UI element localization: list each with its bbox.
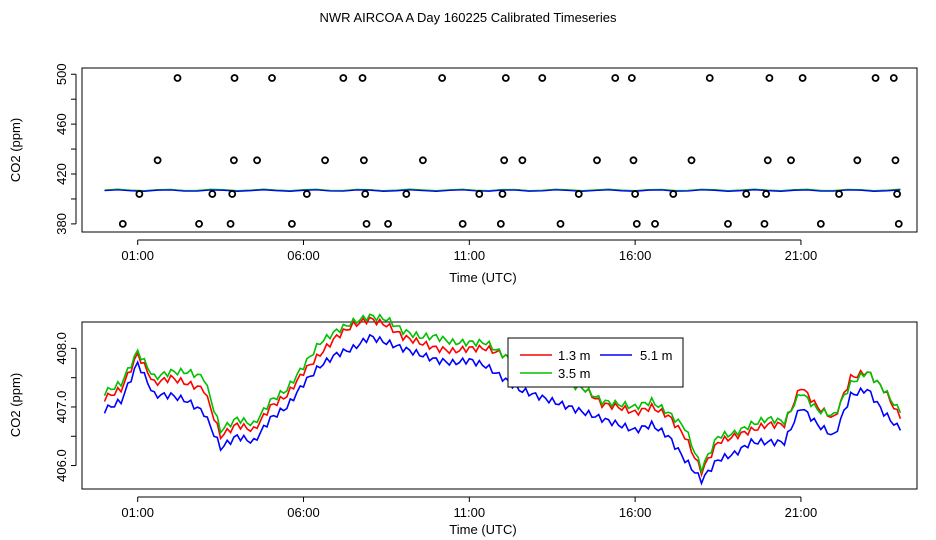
scatter-points	[118, 74, 903, 228]
scatter-point	[358, 74, 367, 82]
scatter-y-tick-label: 420	[54, 163, 69, 185]
scatter-point	[226, 219, 235, 228]
line-plot-frame	[81, 321, 918, 490]
scatter-x-tick-label: 01:00	[121, 248, 154, 263]
scatter-point	[208, 190, 217, 198]
legend-label-3-5m: 3.5 m	[558, 366, 591, 381]
scatter-point	[228, 190, 237, 198]
scatter-point	[724, 219, 732, 228]
scatter-point	[384, 219, 392, 228]
line-y-tick-label: 406.0	[54, 449, 69, 482]
legend: 1.3 m 5.1 m 3.5 m	[507, 337, 684, 388]
line-series	[103, 313, 902, 486]
scatter-y-axis-label: CO2 (ppm)	[8, 118, 23, 182]
scatter-point	[361, 190, 370, 198]
scatter-point	[765, 74, 774, 82]
series-line-1-3-m	[103, 316, 902, 478]
scatter-point	[853, 156, 862, 165]
scatter-y-tick-label: 460	[54, 113, 69, 135]
scatter-point	[321, 156, 329, 165]
scatter-point	[871, 74, 880, 82]
scatter-x-tick-label: 06:00	[287, 248, 320, 263]
scatter-x-tick-label: 16:00	[619, 248, 652, 263]
line-x-tick-label: 01:00	[121, 505, 154, 520]
scatter-point	[135, 190, 144, 198]
scatter-point	[438, 74, 447, 82]
scatter-point	[627, 74, 636, 82]
scatter-point	[631, 190, 640, 198]
line-panel: 01:00 06:00 11:00 16:00 21:00 406.0 407.0 408.0…	[8, 313, 918, 537]
chart-title: NWR AIRCOA A Day 160225 Calibrated Times…	[320, 10, 617, 25]
scatter-point	[574, 190, 583, 198]
scatter-point	[288, 219, 296, 228]
scatter-point	[339, 74, 348, 82]
scatter-point	[760, 219, 769, 228]
scatter-y-tick-label: 380	[54, 213, 69, 235]
line-y-tick-label: 407.0	[54, 391, 69, 424]
scatter-point	[475, 190, 484, 198]
line-x-tick-label: 06:00	[287, 505, 320, 520]
line-x-axis-label: Time (UTC)	[449, 522, 516, 537]
scatter-point	[118, 219, 127, 228]
scatter-point	[501, 74, 510, 82]
scatter-point	[632, 219, 641, 228]
scatter-point	[705, 74, 714, 82]
scatter-point	[418, 156, 427, 165]
scatter-y-tick-label: 500	[54, 63, 69, 85]
scatter-point	[762, 190, 771, 198]
scatter-point	[556, 219, 565, 228]
scatter-point	[500, 156, 509, 165]
scatter-point	[458, 219, 467, 228]
scatter-point	[611, 74, 620, 82]
scatter-point	[195, 219, 203, 228]
line-axes: 01:00 06:00 11:00 16:00 21:00 406.0 407.0 408.0	[54, 332, 817, 520]
line-x-tick-label: 11:00	[454, 505, 486, 520]
scatter-point	[538, 74, 547, 82]
scatter-x-axis-label: Time (UTC)	[449, 270, 516, 285]
scatter-point	[894, 219, 903, 228]
scatter-point	[763, 156, 772, 165]
line-x-tick-label: 16:00	[619, 505, 652, 520]
scatter-point	[835, 190, 843, 198]
scatter-point	[669, 190, 678, 198]
scatter-point	[889, 74, 898, 82]
scatter-point	[230, 74, 239, 82]
scatter-point	[518, 156, 527, 165]
scatter-point	[629, 156, 638, 165]
scatter-plot-frame	[81, 67, 918, 233]
line-y-tick-label: 408.0	[54, 332, 69, 365]
scatter-point	[593, 156, 601, 165]
scatter-point	[302, 190, 311, 198]
scatter-point	[798, 74, 807, 82]
scatter-point	[402, 190, 411, 198]
scatter-panel: 01:00 06:00 11:00 16:00 21:00 380 420 460 500 Ti…	[8, 63, 918, 285]
legend-box	[507, 337, 684, 388]
scatter-point	[229, 156, 238, 165]
scatter-axes: 01:00 06:00 11:00 16:00 21:00 380 420 460 500	[54, 63, 817, 263]
scatter-point	[787, 156, 795, 165]
scatter-point	[253, 156, 261, 165]
series-line-3-5-m	[103, 313, 902, 475]
series-line-5-1-m	[103, 333, 902, 486]
line-x-tick-label: 21:00	[785, 505, 818, 520]
scatter-point	[362, 219, 371, 228]
legend-label-5-1m: 5.1 m	[640, 348, 673, 363]
scatter-point	[891, 156, 900, 165]
legend-label-1-3m: 1.3 m	[558, 348, 591, 363]
scatter-point	[651, 219, 659, 228]
line-y-axis-label: CO2 (ppm)	[8, 373, 23, 437]
scatter-point	[816, 219, 825, 228]
scatter-point	[173, 74, 182, 82]
scatter-point	[359, 156, 368, 165]
scatter-x-tick-label: 21:00	[785, 248, 818, 263]
scatter-point	[893, 190, 902, 198]
scatter-point	[153, 156, 162, 165]
scatter-point	[496, 219, 505, 228]
scatter-x-tick-label: 11:00	[454, 248, 486, 263]
scatter-point	[498, 190, 507, 198]
scatter-point	[687, 156, 696, 165]
scatter-point	[742, 190, 751, 198]
scatter-point	[268, 74, 276, 82]
